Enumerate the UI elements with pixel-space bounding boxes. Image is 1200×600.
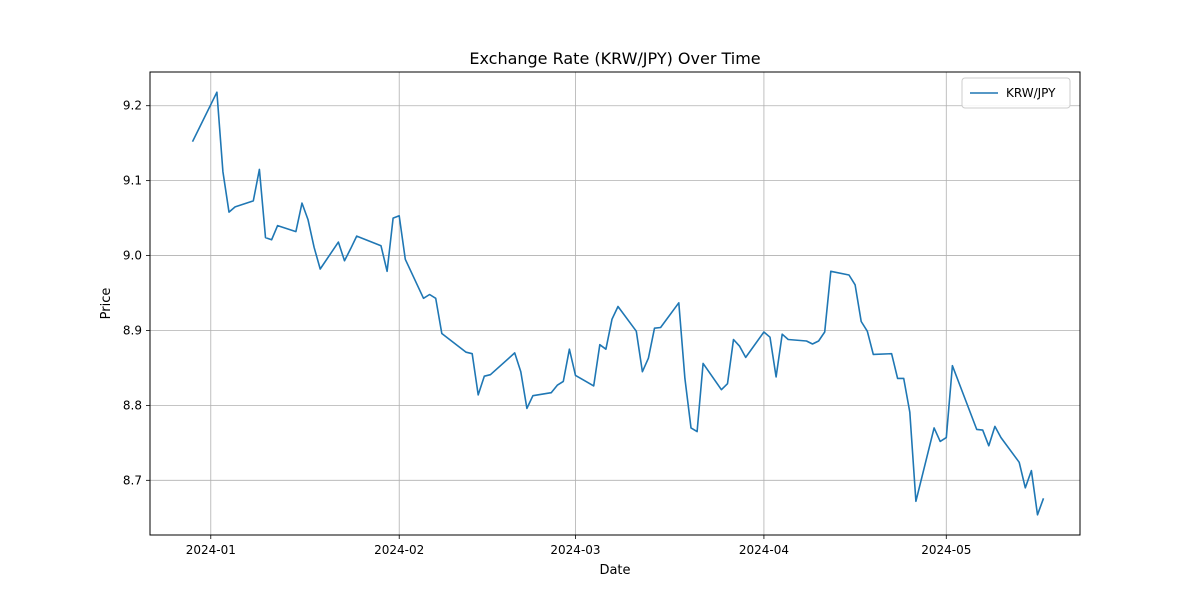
y-tick-label: 8.9	[123, 323, 142, 337]
x-axis: 2024-01 2024-02 2024-03 2024-04 2024-05	[186, 535, 971, 557]
x-tick-label: 2024-02	[374, 543, 424, 557]
y-axis-label: Price	[99, 288, 114, 320]
x-axis-label: Date	[599, 563, 630, 578]
x-tick-label: 2024-04	[739, 543, 789, 557]
grid	[150, 72, 1080, 535]
series-layer	[191, 91, 1045, 516]
y-tick-label: 9.1	[123, 174, 142, 188]
y-tick-label: 9.2	[123, 99, 142, 113]
y-tick-label: 9.0	[123, 249, 142, 263]
series-line-krw-jpy	[191, 91, 1045, 516]
chart-title: Exchange Rate (KRW/JPY) Over Time	[469, 49, 760, 68]
x-tick-label: 2024-03	[550, 543, 600, 557]
plot-frame	[149, 71, 1081, 536]
x-tick-label: 2024-05	[921, 543, 971, 557]
y-tick-label: 8.7	[123, 473, 142, 487]
x-tick-label: 2024-01	[186, 543, 236, 557]
y-axis: 8.7 8.8 8.9 9.0 9.1 9.2	[123, 99, 150, 487]
legend-box	[961, 77, 1071, 109]
legend-entry: KRW/JPY	[1006, 86, 1056, 100]
legend: KRW/JPY	[961, 77, 1071, 109]
y-tick-label: 8.8	[123, 398, 142, 412]
